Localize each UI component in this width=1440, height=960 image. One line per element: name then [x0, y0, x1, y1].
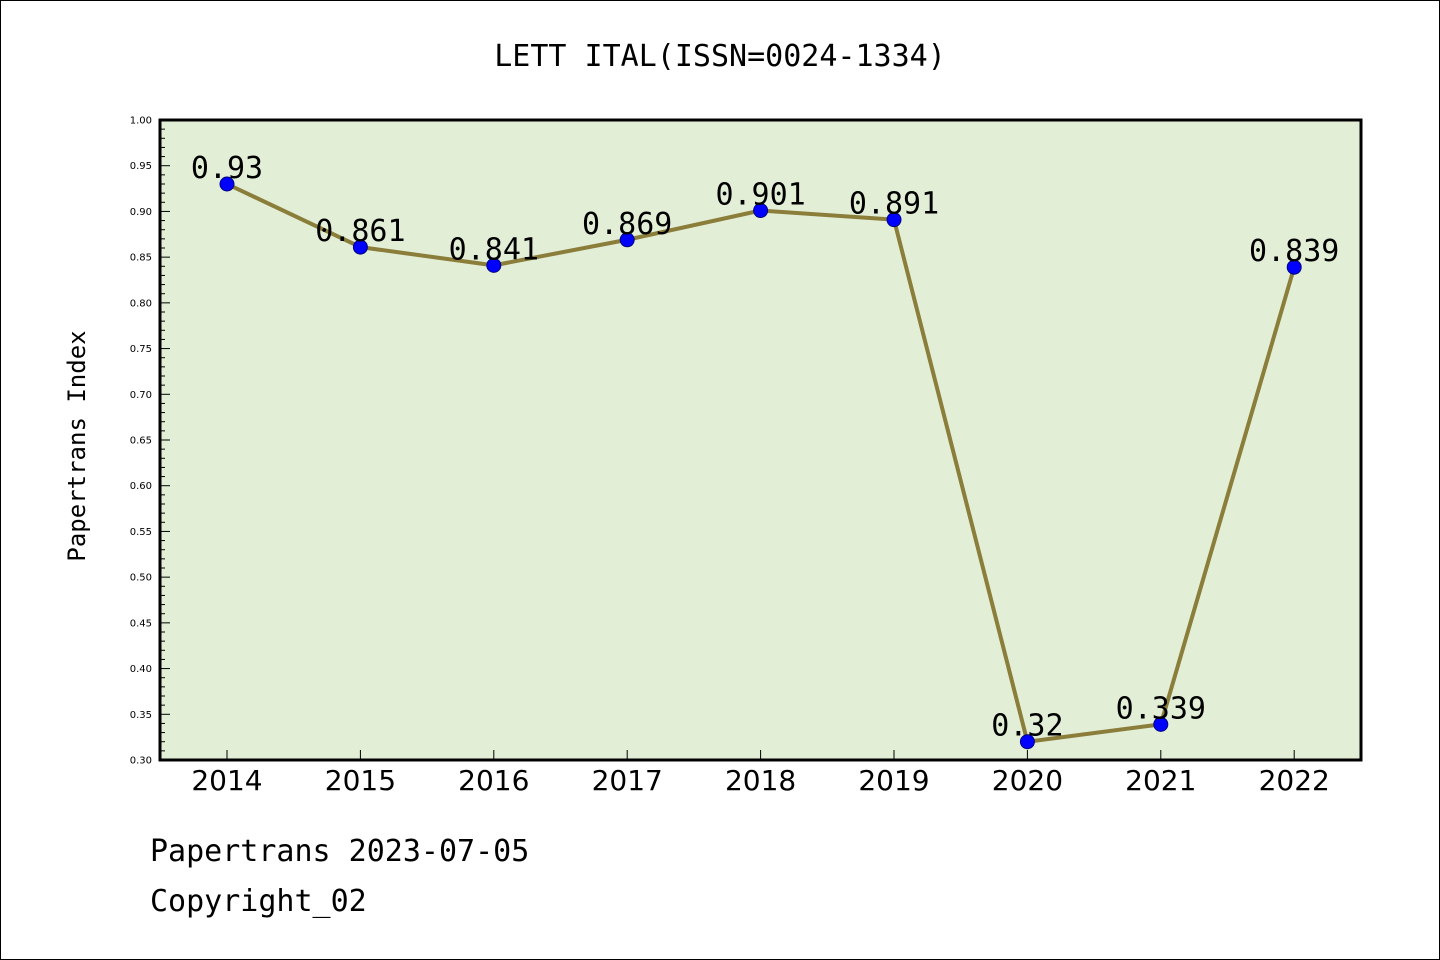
- data-label: 0.891: [849, 187, 939, 222]
- x-tick-label: 2016: [458, 764, 529, 797]
- data-point: [619, 232, 635, 248]
- footer-copyright: Copyright_02: [150, 884, 367, 919]
- y-tick-label: 0.45: [130, 618, 152, 629]
- y-tick-label: 0.70: [130, 390, 152, 401]
- x-tick-label: 2014: [191, 764, 262, 797]
- y-tick-label: 0.30: [130, 756, 152, 767]
- data-label: 0.901: [715, 178, 805, 213]
- y-tick-label: 0.90: [130, 207, 152, 218]
- data-label: 0.869: [582, 207, 672, 242]
- x-tick-label: 2020: [992, 764, 1063, 797]
- data-point: [352, 239, 368, 255]
- y-tick-label: 0.65: [130, 436, 152, 447]
- x-axis: 2014 2015 2016 2017 2018 2019 2020 2021 2022: [191, 750, 1330, 797]
- data-point: [886, 212, 902, 228]
- x-tick-label: 2015: [325, 764, 396, 797]
- data-point: [1019, 734, 1035, 750]
- y-axis: 0.30 0.35 0.40 0.45 0.50 0.55 0.60 0.65 0.70 0.75…: [130, 116, 170, 767]
- y-tick-label: 0.50: [130, 573, 152, 584]
- chart-title: LETT ITAL(ISSN=0024-1334): [494, 39, 946, 74]
- data-label: 0.841: [449, 232, 539, 267]
- y-tick-label: 0.60: [130, 481, 152, 492]
- data-point: [219, 176, 235, 192]
- series-layer: 0.93 0.861 0.841 0.869 0.901 0.891 0.32 0.339 0.…: [191, 151, 1339, 750]
- footer-source: Papertrans 2023-07-05: [150, 834, 530, 869]
- data-label: 0.32: [991, 709, 1063, 744]
- x-tick-label: 2019: [858, 764, 929, 797]
- data-label: 0.339: [1116, 691, 1206, 726]
- y-tick-label: 0.40: [130, 664, 152, 675]
- y-tick-label: 0.55: [130, 527, 152, 538]
- y-tick-label: 0.80: [130, 298, 152, 309]
- x-tick-label: 2022: [1259, 764, 1330, 797]
- data-point: [486, 257, 502, 273]
- data-point: [753, 203, 769, 219]
- y-tick-label: 1.00: [130, 116, 152, 127]
- x-tick-label: 2017: [592, 764, 663, 797]
- plot-area: [158, 118, 1363, 762]
- data-point: [1153, 716, 1169, 732]
- data-point: [1286, 259, 1302, 275]
- y-tick-label: 0.95: [130, 161, 152, 172]
- y-tick-label: 0.35: [130, 710, 152, 721]
- data-label: 0.839: [1249, 234, 1339, 269]
- x-tick-label: 2021: [1125, 764, 1196, 797]
- x-tick-label: 2018: [725, 764, 796, 797]
- data-label: 0.93: [191, 151, 263, 186]
- y-axis-label: Papertrans Index: [63, 330, 91, 561]
- y-tick-label: 0.85: [130, 253, 152, 264]
- y-tick-label: 0.75: [130, 344, 152, 355]
- data-label: 0.861: [315, 214, 405, 249]
